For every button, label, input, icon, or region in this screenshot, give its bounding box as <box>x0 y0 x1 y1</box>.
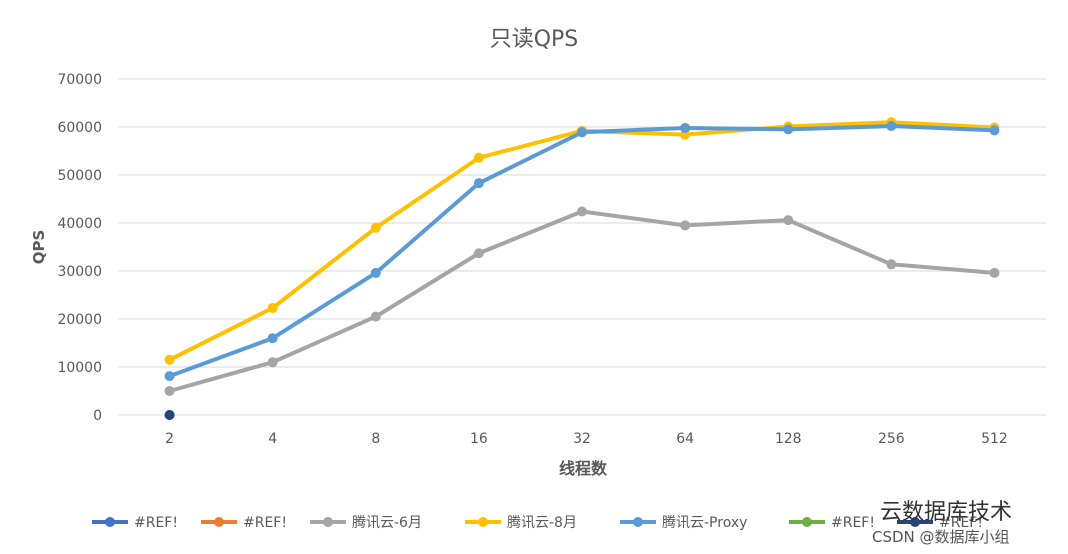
data-point <box>886 259 897 270</box>
x-tick-label: 16 <box>470 431 488 447</box>
y-tick-label: 50000 <box>57 168 102 184</box>
data-point <box>267 302 278 313</box>
y-tick-labels: 0 10000 20000 30000 40000 50000 60000 70000 <box>57 72 102 424</box>
legend-swatch-marker <box>214 517 224 527</box>
x-tick-label: 512 <box>981 431 1008 447</box>
data-point <box>164 354 175 365</box>
x-tick-label: 256 <box>878 431 905 447</box>
data-point <box>577 127 587 138</box>
x-tick-label: 2 <box>165 431 174 447</box>
data-point <box>164 410 175 420</box>
y-tick-label: 20000 <box>57 312 102 328</box>
y-tick-label: 30000 <box>57 264 102 280</box>
legend-label: 腾讯云-8月 <box>507 514 577 531</box>
legend-label: 腾讯云-6月 <box>352 514 422 531</box>
legend-item: #REF! <box>897 515 983 531</box>
legend-item: #REF! <box>92 515 178 531</box>
legend-swatch-marker <box>910 517 920 527</box>
legend-label: #REF! <box>831 515 875 531</box>
series <box>164 121 1000 382</box>
y-tick-label: 40000 <box>57 216 102 232</box>
data-point <box>473 178 484 189</box>
data-point <box>783 215 794 226</box>
x-tick-label: 4 <box>268 431 277 447</box>
data-point <box>370 311 381 322</box>
x-tick-label: 64 <box>676 431 694 447</box>
data-point <box>164 371 175 382</box>
data-point <box>989 267 1000 278</box>
watermark: 云数据库技术 CSDN @数据库小组 <box>872 494 1062 550</box>
x-tick-label: 8 <box>371 431 380 447</box>
series <box>164 206 1000 396</box>
legend-label: #REF! <box>939 515 983 531</box>
legend-item: 腾讯云-8月 <box>465 514 577 531</box>
y-tick-label: 60000 <box>57 120 102 136</box>
x-tick-label: 32 <box>573 431 591 447</box>
data-point <box>473 248 484 259</box>
legend: #REF! #REF! 腾讯云-6月 腾讯云-8月 腾讯云-Proxy #REF! #REF… <box>92 514 983 531</box>
legend-swatch-marker <box>478 517 488 527</box>
x-tick-labels: 2 4 8 16 32 64 128 256 512 <box>165 431 1008 447</box>
data-point <box>989 125 1000 136</box>
y-tick-label: 70000 <box>57 72 102 88</box>
data-point <box>370 267 381 278</box>
y-tick-label: 10000 <box>57 360 102 376</box>
legend-swatch-marker <box>323 517 333 527</box>
legend-swatch-marker <box>633 517 643 527</box>
data-point <box>680 122 691 133</box>
legend-swatch-marker <box>802 517 812 527</box>
data-point <box>164 386 175 396</box>
data-point <box>886 121 897 132</box>
legend-item: 腾讯云-Proxy <box>620 514 747 531</box>
data-point <box>680 220 691 231</box>
data-point <box>783 124 794 135</box>
x-axis-title: 线程数 <box>559 459 608 478</box>
data-point <box>370 222 381 233</box>
watermark-credit: CSDN @数据库小组 <box>872 528 1010 546</box>
data-point <box>267 357 278 368</box>
legend-item: #REF! <box>201 515 287 531</box>
data-point <box>577 206 587 217</box>
legend-item: 腾讯云-6月 <box>310 514 422 531</box>
legend-label: #REF! <box>134 515 178 531</box>
legend-label: 腾讯云-Proxy <box>662 514 747 531</box>
chart-title: 只读QPS <box>490 27 579 52</box>
data-point <box>473 152 484 163</box>
legend-item: #REF! <box>789 515 875 531</box>
y-tick-label: 0 <box>93 408 102 424</box>
series-lines <box>164 117 1000 420</box>
legend-label: #REF! <box>243 515 287 531</box>
watermark-title: 云数据库技术 <box>880 500 1013 525</box>
data-point <box>267 333 278 344</box>
y-axis-title: QPS <box>30 230 48 265</box>
legend-swatch-marker <box>105 517 115 527</box>
series <box>164 410 175 420</box>
x-tick-label: 128 <box>775 431 802 447</box>
